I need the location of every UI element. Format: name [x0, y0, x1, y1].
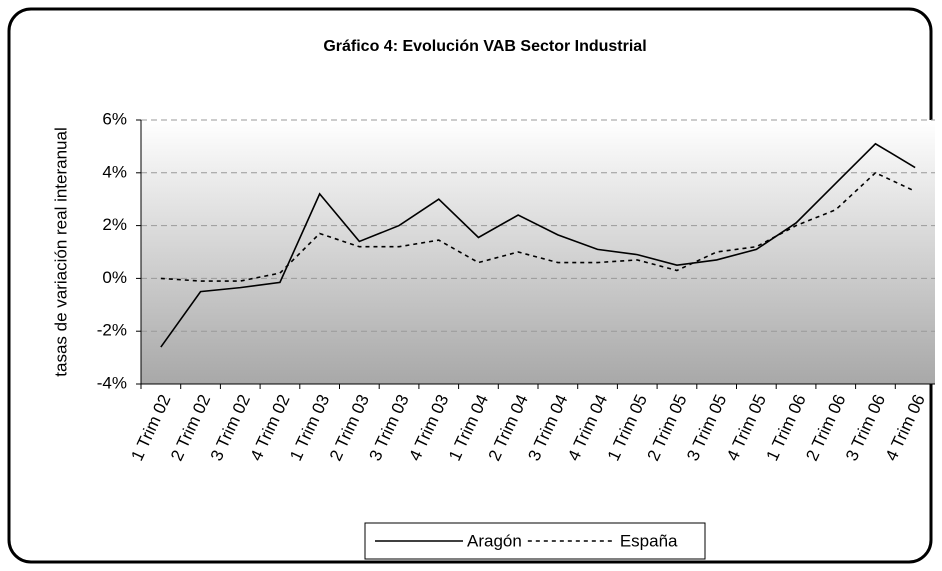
legend-label: España: [620, 531, 678, 550]
series-line: [160, 171, 916, 282]
y-tick-label: -4%: [97, 373, 127, 392]
chart-title: Gráfico 4: Evolución VAB Sector Industri…: [323, 38, 646, 55]
legend-label: Aragón: [467, 531, 522, 550]
plot-area: [141, 120, 935, 384]
y-axis-label: tasas de variación real interanual: [51, 127, 70, 376]
y-tick-label: 0%: [102, 268, 127, 287]
y-tick-label: 6%: [102, 109, 127, 128]
y-tick-label: 4%: [102, 162, 127, 181]
y-tick-label: 2%: [102, 215, 127, 234]
y-tick-label: -2%: [97, 321, 127, 340]
